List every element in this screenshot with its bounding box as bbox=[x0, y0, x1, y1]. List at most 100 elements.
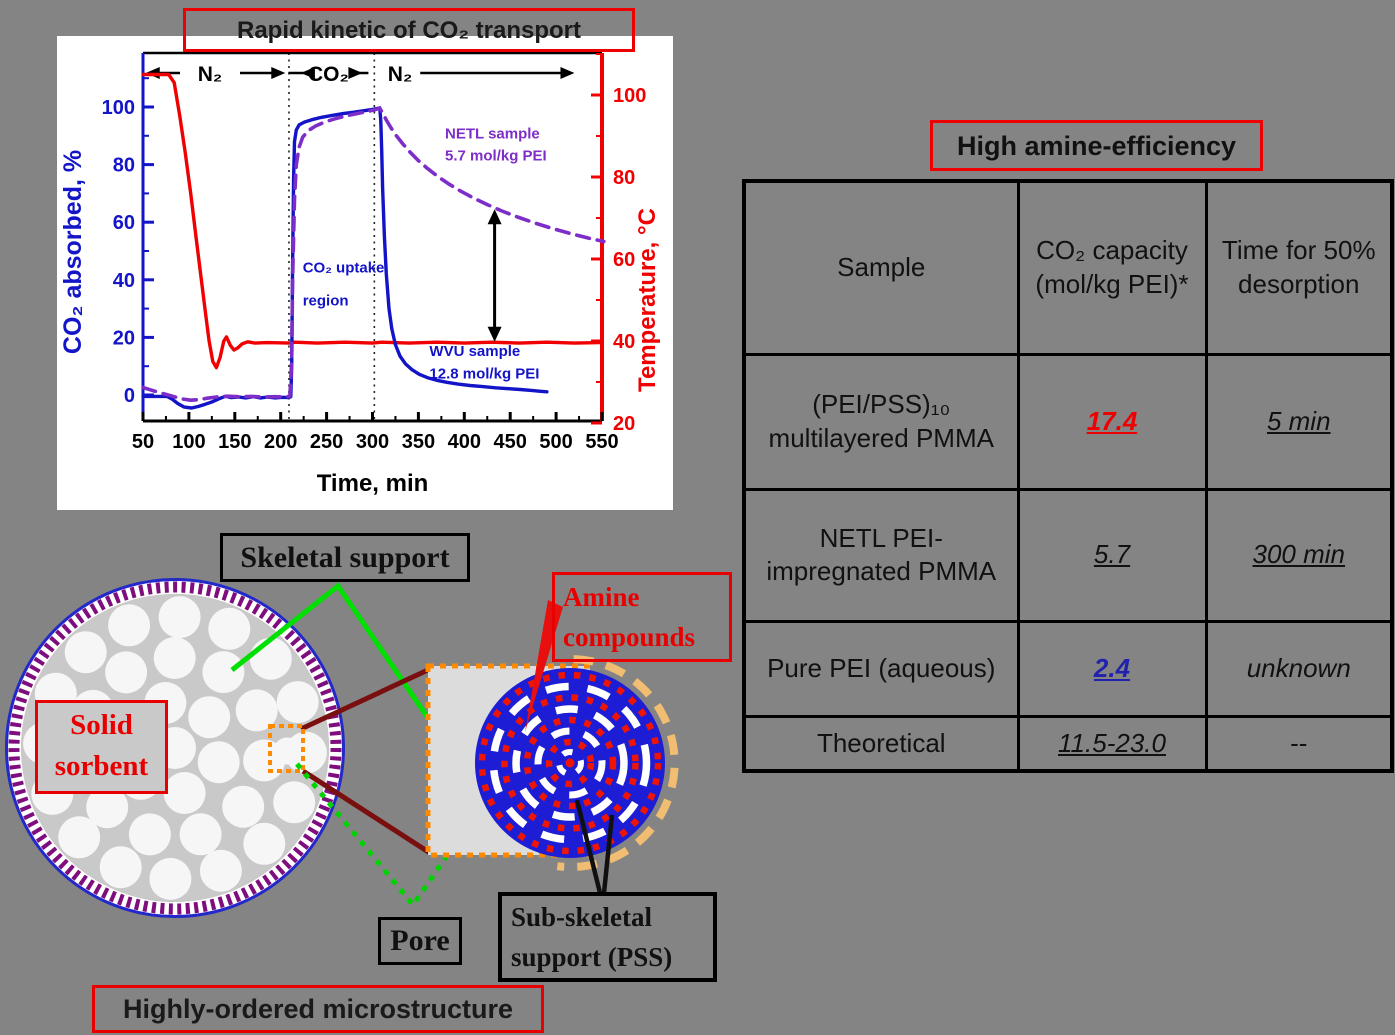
right-tick-label: 20 bbox=[613, 413, 635, 435]
arrowhead-right bbox=[271, 67, 286, 79]
pss-pointer-line-2 bbox=[601, 814, 615, 894]
series-temperature bbox=[141, 72, 602, 370]
desorption-time-cell: -- bbox=[1204, 714, 1394, 773]
highlighted-pore bbox=[273, 737, 301, 765]
sub-support-dash-ring bbox=[534, 727, 606, 799]
outer-shell-arc bbox=[556, 655, 679, 871]
chart-annotation: 12.8 mol/kg PEI bbox=[429, 365, 539, 382]
chart-annotation: CO₂ uptake bbox=[303, 260, 385, 277]
x-tick-label: 200 bbox=[264, 431, 297, 453]
pore-circle bbox=[163, 772, 206, 814]
x-tick-label: 50 bbox=[132, 431, 154, 453]
sub-support-dash-ring bbox=[512, 705, 628, 821]
pore-circle bbox=[99, 846, 142, 889]
chart-annotation: 5.7 mol/kg PEI bbox=[445, 147, 547, 164]
pore-circle bbox=[58, 816, 101, 859]
table-header-cell: CO₂ capacity (mol/kg PEI)* bbox=[1016, 179, 1208, 356]
left-tick-label: 40 bbox=[113, 270, 135, 292]
pore-circle bbox=[273, 781, 316, 824]
amine-dot-ring bbox=[523, 716, 617, 810]
amine-efficiency-table: Sample CO₂ capacity (mol/kg PEI)* Time for… bbox=[742, 179, 1394, 773]
right-tick-label: 60 bbox=[613, 249, 635, 271]
label-amine-compounds: Amine compounds bbox=[552, 572, 732, 662]
amine-center-dot bbox=[565, 758, 575, 768]
pore-circle bbox=[188, 696, 231, 739]
pore-circle bbox=[149, 857, 192, 900]
diagram-caption: Highly-ordered microstructure bbox=[92, 985, 544, 1033]
left-tick-label: 0 bbox=[124, 385, 135, 407]
capacity-cell: 17.4 bbox=[1016, 352, 1208, 491]
kinetics-chart-panel: 0 20 40 60 80 100 CO₂ absorbed, % 20 40 60 80 100 Te… bbox=[57, 36, 673, 510]
label-solid-sorbent: Solid sorbent bbox=[35, 700, 168, 794]
arrowhead-right bbox=[560, 67, 575, 79]
pore-circle bbox=[235, 689, 278, 732]
left-tick-label: 20 bbox=[113, 327, 135, 349]
table-row: Theoretical 11.5-23.0 -- bbox=[742, 714, 1394, 773]
capacity-cell-value: 17.4 bbox=[1086, 405, 1138, 436]
x-tick-label: 300 bbox=[356, 431, 389, 453]
capacity-cell-value: 2.4 bbox=[1093, 652, 1131, 683]
pore-circle bbox=[249, 637, 292, 680]
pss-pointer-line-1 bbox=[574, 799, 603, 894]
left-tick-label: 100 bbox=[102, 97, 135, 119]
pore-circle bbox=[202, 651, 245, 694]
table-row: (PEI/PSS)₁₀ multilayered PMMA 17.4 5 min bbox=[742, 352, 1394, 491]
label-amine-line2: compounds bbox=[563, 622, 696, 652]
right-tick-label: 40 bbox=[613, 331, 635, 353]
shell-outline bbox=[5, 578, 345, 918]
pore-circle bbox=[179, 813, 222, 856]
pore-circle bbox=[199, 849, 242, 892]
x-tick-label: 250 bbox=[310, 431, 343, 453]
table-title: High amine-efficiency bbox=[930, 120, 1263, 171]
amine-dot-ring bbox=[545, 738, 595, 788]
capacity-cell: 2.4 bbox=[1016, 619, 1208, 718]
gas-region-label: N₂ bbox=[198, 63, 223, 86]
label-sub-skeletal-support: Sub-skeletal support (PSS) bbox=[498, 892, 717, 982]
zoom-link-line-top bbox=[299, 666, 432, 732]
chart-annotation: region bbox=[303, 293, 349, 310]
table-header-row: Sample CO₂ capacity (mol/kg PEI)* Time for… bbox=[742, 179, 1394, 356]
x-tick-label: 150 bbox=[218, 431, 251, 453]
x-tick-label: 500 bbox=[539, 431, 572, 453]
pore-circle bbox=[64, 631, 107, 674]
x-tick-label: 100 bbox=[172, 431, 205, 453]
table-header-cell: Time for 50% desorption bbox=[1204, 179, 1394, 356]
chart-annotation: WVU sample bbox=[429, 343, 520, 360]
pore-circle bbox=[86, 786, 129, 829]
desorption-time-cell-value: -- bbox=[1290, 727, 1308, 758]
pore-circle bbox=[128, 813, 171, 856]
series-netl-sample-5-7-mol-kg-pei bbox=[141, 106, 606, 403]
sub-support-dash-ring bbox=[489, 682, 651, 844]
desorption-time-cell-value: unknown bbox=[1246, 652, 1351, 683]
desorption-time-cell: 300 min bbox=[1204, 487, 1394, 623]
table-row: Pure PEI (aqueous) 2.4 unknown bbox=[742, 619, 1394, 718]
right-tick-label: 80 bbox=[613, 167, 635, 189]
label-pore: Pore bbox=[378, 917, 462, 965]
chart-title: Rapid kinetic of CO₂ transport bbox=[183, 8, 635, 52]
desorption-time-cell: unknown bbox=[1204, 619, 1394, 718]
sample-cell: NETL PEI-impregnated PMMA bbox=[742, 487, 1020, 623]
label-skeletal-support: Skeletal support bbox=[220, 533, 470, 582]
amine-dot-ring bbox=[501, 694, 639, 832]
label-sub-skeletal-line1: Sub-skeletal bbox=[511, 902, 653, 932]
table-row: NETL PEI-impregnated PMMA 5.7 300 min bbox=[742, 487, 1394, 623]
sub-support-dash-ring bbox=[556, 749, 584, 777]
left-tick-label: 80 bbox=[113, 155, 135, 177]
gas-region-label: CO₂ bbox=[308, 63, 349, 86]
capacity-cell: 11.5-23.0 bbox=[1016, 714, 1208, 773]
sample-cell: (PEI/PSS)₁₀ multilayered PMMA bbox=[742, 352, 1020, 491]
x-tick-label: 350 bbox=[402, 431, 435, 453]
kinetics-chart: 0 20 40 60 80 100 CO₂ absorbed, % 20 40 60 80 100 Te… bbox=[59, 51, 661, 497]
desorption-time-cell: 5 min bbox=[1204, 352, 1394, 491]
skeletal-support-pointer-line bbox=[230, 582, 431, 720]
shell-beads bbox=[8, 581, 342, 915]
pore-circle bbox=[158, 596, 201, 639]
x-axis-title: Time, min bbox=[317, 470, 429, 497]
x-tick-label: 550 bbox=[585, 431, 618, 453]
right-axis-title: Temperature, °C bbox=[634, 208, 661, 392]
capacity-cell: 5.7 bbox=[1016, 487, 1208, 623]
pore-circle bbox=[105, 651, 148, 694]
left-tick-label: 60 bbox=[113, 212, 135, 234]
